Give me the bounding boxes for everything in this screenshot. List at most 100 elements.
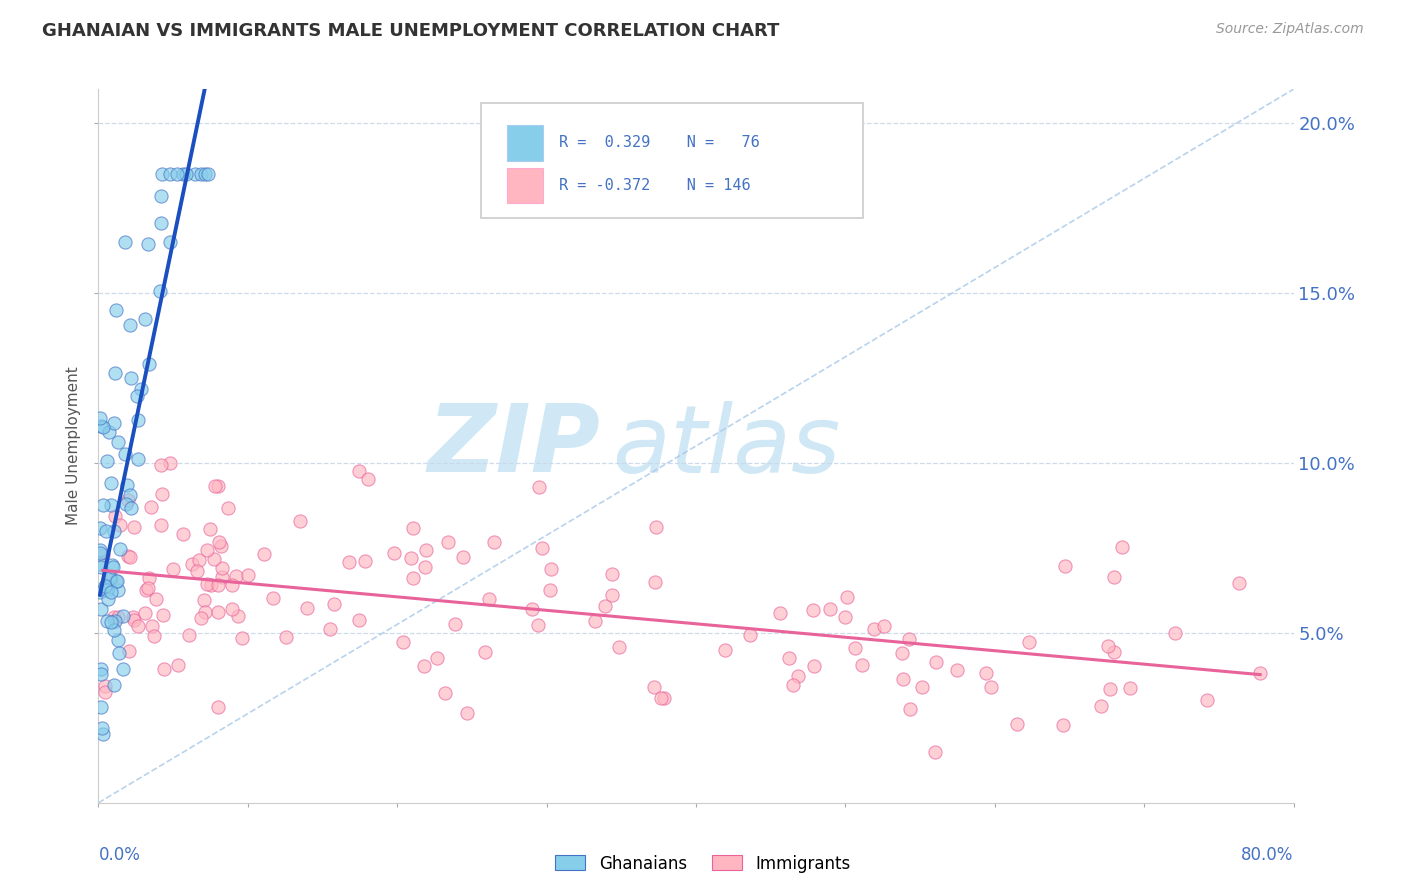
Point — [803, 603, 825, 617]
Point — [127, 413, 149, 427]
Point — [323, 597, 346, 611]
Point — [103, 609, 125, 624]
Point — [225, 569, 247, 583]
Point — [103, 416, 125, 430]
Point — [768, 607, 790, 621]
Point — [159, 456, 181, 470]
Point — [159, 167, 181, 181]
Point — [217, 501, 239, 516]
Text: Source: ZipAtlas.com: Source: ZipAtlas.com — [1216, 22, 1364, 37]
Point — [195, 543, 218, 558]
Point — [138, 571, 160, 585]
Point — [782, 677, 804, 691]
Point — [152, 608, 174, 623]
Point — [103, 560, 125, 574]
Point — [382, 546, 405, 560]
Point — [103, 624, 125, 638]
Point — [142, 629, 165, 643]
Point — [145, 592, 167, 607]
Point — [111, 609, 134, 624]
Point — [94, 680, 117, 694]
Point — [129, 382, 152, 396]
Bar — [508, 168, 543, 203]
Text: 80.0%: 80.0% — [1241, 846, 1294, 863]
Point — [89, 558, 111, 572]
Point — [834, 610, 856, 624]
Point — [898, 702, 921, 716]
Point — [108, 518, 131, 533]
Point — [190, 167, 212, 181]
Point — [1054, 558, 1077, 573]
Point — [1102, 645, 1125, 659]
Point — [787, 668, 810, 682]
Point — [107, 582, 129, 597]
Point — [172, 167, 194, 181]
Point — [89, 411, 111, 425]
Point — [104, 366, 127, 380]
Point — [1097, 640, 1119, 654]
Point — [89, 584, 111, 599]
Point — [531, 541, 554, 556]
Point — [89, 542, 111, 557]
Point — [211, 561, 233, 575]
Point — [413, 560, 436, 574]
Point — [456, 706, 478, 720]
Point — [897, 632, 920, 647]
Point — [478, 591, 501, 606]
Point — [90, 700, 112, 714]
Point — [426, 650, 449, 665]
Point — [238, 568, 260, 582]
Point — [111, 662, 134, 676]
Point — [101, 558, 124, 572]
Point — [104, 574, 127, 588]
Point — [482, 534, 505, 549]
Point — [118, 488, 141, 502]
Point — [179, 628, 201, 642]
Point — [740, 628, 762, 642]
Point — [835, 590, 858, 604]
Point — [98, 570, 121, 584]
Point — [195, 577, 218, 591]
Point — [392, 634, 415, 648]
Point — [138, 357, 160, 371]
Point — [149, 458, 172, 473]
Point — [91, 722, 114, 736]
Point — [434, 686, 457, 700]
Point — [1227, 576, 1250, 591]
Point — [211, 570, 233, 584]
Point — [96, 582, 118, 597]
Point — [96, 615, 118, 629]
Point — [319, 623, 342, 637]
Point — [207, 699, 229, 714]
Point — [221, 578, 243, 592]
Point — [357, 472, 380, 486]
Point — [107, 434, 129, 449]
Point — [91, 727, 114, 741]
Point — [538, 582, 561, 597]
Point — [90, 662, 112, 676]
Point — [862, 622, 884, 636]
Point — [415, 543, 437, 558]
Point — [104, 509, 127, 524]
Point — [194, 167, 217, 181]
Point — [436, 534, 458, 549]
Point — [593, 599, 616, 613]
Point — [100, 584, 122, 599]
Point — [354, 554, 377, 568]
Point — [98, 571, 121, 585]
Point — [204, 479, 226, 493]
Point — [349, 464, 371, 478]
Point — [644, 519, 666, 533]
Point — [924, 656, 946, 670]
Point — [162, 561, 184, 575]
Point — [134, 606, 156, 620]
Text: R =  0.329    N =   76: R = 0.329 N = 76 — [558, 136, 759, 150]
Point — [118, 643, 141, 657]
Point — [200, 522, 222, 536]
Point — [94, 578, 117, 592]
Point — [107, 610, 129, 624]
Point — [89, 521, 111, 535]
Point — [288, 514, 311, 528]
Point — [91, 548, 114, 562]
Point — [527, 617, 550, 632]
